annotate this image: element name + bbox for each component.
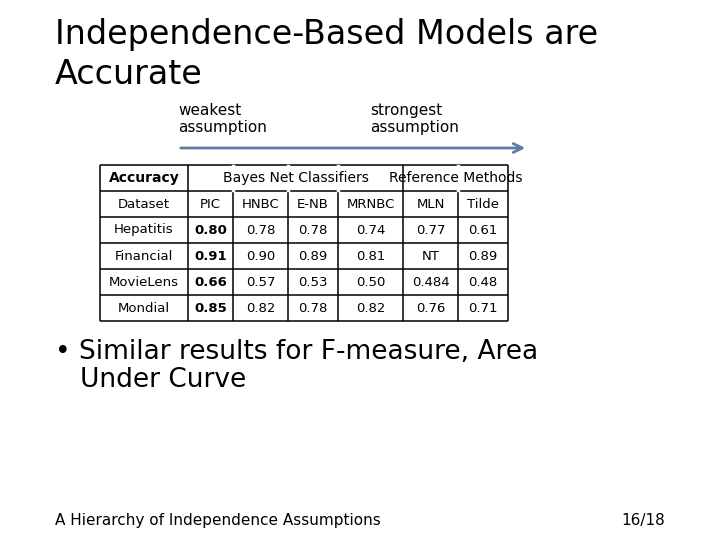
Text: Tilde: Tilde	[467, 198, 499, 211]
Text: HNBC: HNBC	[242, 198, 279, 211]
Text: MLN: MLN	[416, 198, 445, 211]
Text: 0.57: 0.57	[246, 275, 275, 288]
Text: 0.484: 0.484	[412, 275, 449, 288]
Text: 0.78: 0.78	[246, 224, 275, 237]
Text: 0.78: 0.78	[298, 224, 328, 237]
Text: 16/18: 16/18	[621, 513, 665, 528]
Text: 0.78: 0.78	[298, 301, 328, 314]
Text: 0.61: 0.61	[468, 224, 498, 237]
Text: Under Curve: Under Curve	[55, 367, 246, 393]
Text: weakest
assumption: weakest assumption	[178, 103, 267, 136]
Text: 0.91: 0.91	[194, 249, 227, 262]
Text: Hepatitis: Hepatitis	[114, 224, 174, 237]
Text: 0.74: 0.74	[356, 224, 385, 237]
Text: 0.76: 0.76	[416, 301, 445, 314]
Text: 0.89: 0.89	[298, 249, 328, 262]
Text: 0.85: 0.85	[194, 301, 227, 314]
Text: NT: NT	[422, 249, 439, 262]
Text: strongest
assumption: strongest assumption	[370, 103, 459, 136]
Text: E-NB: E-NB	[297, 198, 329, 211]
Text: • Similar results for F-measure, Area: • Similar results for F-measure, Area	[55, 339, 538, 365]
Text: Dataset: Dataset	[118, 198, 170, 211]
Text: 0.81: 0.81	[356, 249, 385, 262]
Text: Accuracy: Accuracy	[109, 171, 179, 185]
Text: 0.89: 0.89	[469, 249, 498, 262]
Text: 0.53: 0.53	[298, 275, 328, 288]
Text: Bayes Net Classifiers: Bayes Net Classifiers	[222, 171, 369, 185]
Text: Reference Methods: Reference Methods	[389, 171, 522, 185]
Text: 0.77: 0.77	[415, 224, 445, 237]
Text: 0.90: 0.90	[246, 249, 275, 262]
Text: PIC: PIC	[200, 198, 221, 211]
Text: Financial: Financial	[114, 249, 174, 262]
Text: Mondial: Mondial	[118, 301, 170, 314]
Text: 0.82: 0.82	[356, 301, 385, 314]
Text: 0.80: 0.80	[194, 224, 227, 237]
Text: A Hierarchy of Independence Assumptions: A Hierarchy of Independence Assumptions	[55, 513, 381, 528]
Text: MovieLens: MovieLens	[109, 275, 179, 288]
Text: 0.48: 0.48	[469, 275, 498, 288]
Text: 0.82: 0.82	[246, 301, 275, 314]
Text: 0.71: 0.71	[468, 301, 498, 314]
Text: Accurate: Accurate	[55, 58, 203, 91]
Text: MRNBC: MRNBC	[346, 198, 395, 211]
Text: 0.50: 0.50	[356, 275, 385, 288]
Text: 0.66: 0.66	[194, 275, 227, 288]
Text: Independence-Based Models are: Independence-Based Models are	[55, 18, 598, 51]
